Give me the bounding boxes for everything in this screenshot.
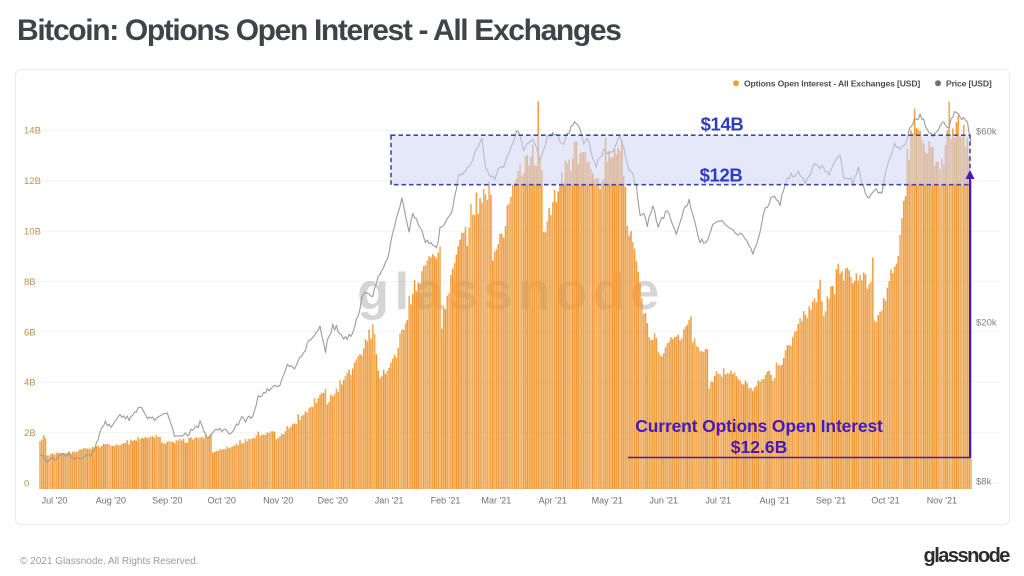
svg-text:Sep '20: Sep '20: [152, 496, 182, 506]
svg-text:Aug '21: Aug '21: [759, 496, 789, 506]
svg-text:$20k: $20k: [976, 317, 997, 328]
svg-text:Current Options Open Interest: Current Options Open Interest: [635, 416, 883, 436]
svg-text:$14B: $14B: [701, 113, 744, 134]
svg-text:Dec '20: Dec '20: [318, 496, 348, 506]
svg-text:Apr '21: Apr '21: [539, 496, 567, 506]
svg-text:Aug '20: Aug '20: [96, 496, 126, 506]
svg-text:Feb '21: Feb '21: [431, 496, 461, 506]
svg-text:Options Open Interest - All Ex: Options Open Interest - All Exchanges [U…: [744, 79, 920, 89]
svg-text:$12B: $12B: [700, 164, 743, 185]
svg-text:4B: 4B: [24, 378, 36, 389]
svg-text:May '21: May '21: [592, 496, 623, 506]
svg-text:Price [USD]: Price [USD]: [946, 79, 992, 89]
svg-text:Jan '21: Jan '21: [375, 496, 404, 506]
svg-text:Oct '21: Oct '21: [871, 496, 899, 506]
svg-text:$8k: $8k: [976, 477, 992, 488]
svg-text:Nov '20: Nov '20: [263, 496, 293, 506]
svg-text:Mar '21: Mar '21: [482, 496, 512, 506]
svg-text:Sep '21: Sep '21: [816, 496, 846, 506]
svg-text:Jul '20: Jul '20: [42, 496, 68, 506]
svg-text:Oct '20: Oct '20: [208, 496, 236, 506]
svg-text:6B: 6B: [24, 327, 36, 338]
svg-text:10B: 10B: [24, 227, 41, 238]
svg-text:$12.6B: $12.6B: [731, 437, 787, 457]
svg-text:0: 0: [24, 479, 29, 490]
svg-text:8B: 8B: [24, 277, 36, 288]
svg-text:12B: 12B: [24, 176, 41, 187]
svg-text:Jul '21: Jul '21: [705, 496, 731, 506]
svg-text:Jun '21: Jun '21: [649, 496, 678, 506]
svg-text:Nov '21: Nov '21: [927, 496, 957, 506]
svg-text:$60k: $60k: [976, 127, 997, 138]
svg-text:2B: 2B: [24, 428, 36, 439]
svg-text:14B: 14B: [24, 126, 41, 137]
